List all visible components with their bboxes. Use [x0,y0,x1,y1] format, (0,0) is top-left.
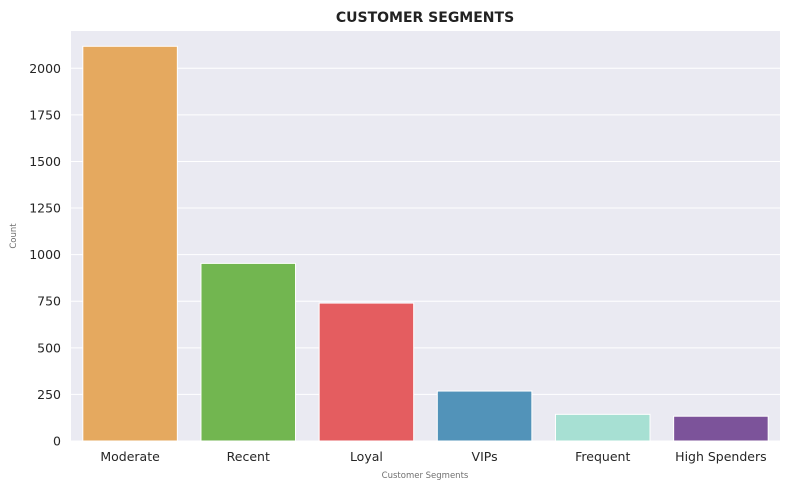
x-tick-label: Frequent [575,449,630,464]
x-tick-label: Loyal [350,449,383,464]
x-tick-label: Recent [227,449,270,464]
plot-background [71,31,780,441]
y-axis-label: Count [9,223,19,249]
y-tick-label: 1750 [29,107,61,122]
x-tick-label: Moderate [100,449,160,464]
grid-lines [71,67,780,442]
x-axis-label: Customer Segments [382,471,469,481]
bars [82,45,769,442]
x-axis-ticks: Moderate Recent Loyal VIPs Frequent High Spen… [100,449,766,464]
y-tick-label: 1000 [29,247,61,262]
x-tick-label: High Spenders [675,449,766,464]
y-tick-label: 1250 [29,201,61,216]
bar-moderate [82,45,178,442]
bar-frequent [554,413,651,442]
y-axis-ticks: 0 250 500 750 1000 1250 1500 1750 2000 [29,61,61,449]
y-tick-label: 250 [37,387,61,402]
y-tick-label: 1500 [29,154,61,169]
bar-vips [436,390,533,442]
y-tick-label: 500 [37,340,61,355]
y-tick-label: 2000 [29,61,61,76]
x-tick-label: VIPs [472,449,498,464]
chart-title: CUSTOMER SEGMENTS [336,10,514,26]
bar-recent [200,262,297,442]
bar-high-spenders [673,415,769,442]
y-tick-label: 0 [53,434,61,449]
y-tick-label: 750 [37,294,61,309]
bar-loyal [318,302,415,442]
